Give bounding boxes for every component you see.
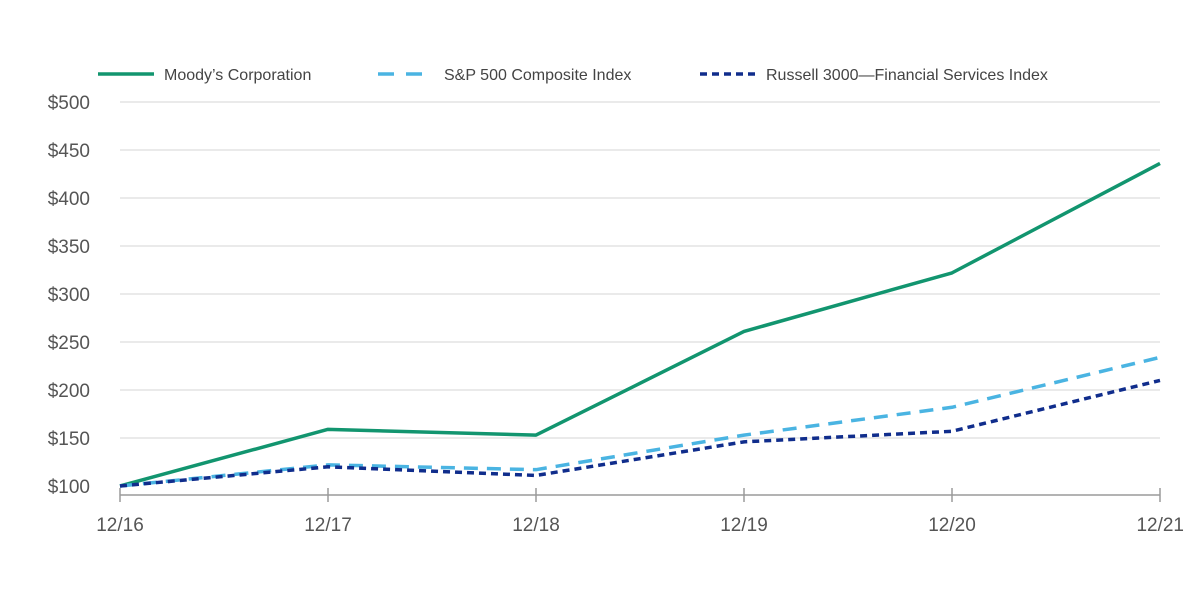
series-lines <box>119 161 1161 488</box>
y-tick-label: $350 <box>48 237 90 258</box>
legend-label: Moody’s Corporation <box>164 67 311 84</box>
y-tick-label: $400 <box>48 189 90 210</box>
x-tick-label: 12/20 <box>928 515 976 536</box>
x-tick-label: 12/18 <box>512 515 560 536</box>
legend-label: Russell 3000—Financial Services Index <box>766 67 1048 84</box>
gridlines <box>120 101 1160 439</box>
y-tick-label: $100 <box>48 477 90 498</box>
series-line <box>119 161 1161 488</box>
y-tick-label: $150 <box>48 429 90 450</box>
y-tick-label: $300 <box>48 285 90 306</box>
x-tick-label: 12/21 <box>1136 515 1184 536</box>
x-tick-label: 12/19 <box>720 515 768 536</box>
x-tick-label: 12/17 <box>304 515 352 536</box>
y-tick-label: $500 <box>48 93 90 114</box>
legend: Moody’s Corporation S&P 500 Composite Ind… <box>98 67 1048 84</box>
y-tick-label: $450 <box>48 141 90 162</box>
axes: $100 $150 $200 $250 $300 $350 $400 $450 $500 12/1… <box>48 93 1184 536</box>
y-tick-label: $250 <box>48 333 90 354</box>
series-line <box>119 355 1161 488</box>
x-tick-label: 12/16 <box>96 515 144 536</box>
y-tick-label: $200 <box>48 381 90 402</box>
series-line <box>119 378 1161 488</box>
legend-label: S&P 500 Composite Index <box>444 67 631 84</box>
